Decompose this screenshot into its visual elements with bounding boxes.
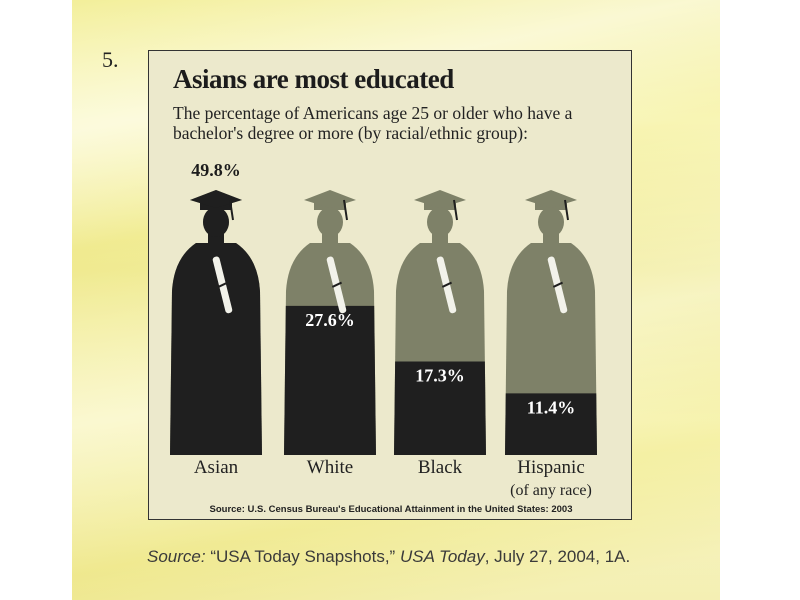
chart-title: Asians are most educated <box>173 64 454 94</box>
diploma-icon <box>326 256 347 314</box>
source-prefix: Source: <box>147 547 206 566</box>
page-source-citation: Source: “USA Today Snapshots,” USA Today… <box>147 547 630 567</box>
value-label-hispanic: 11.4% <box>527 397 576 417</box>
chart-panel: Asians are most educated The percentage … <box>148 50 632 520</box>
category-label-black: Black <box>417 457 463 478</box>
bar-fill-black <box>394 361 486 455</box>
item-number: 5. <box>102 47 119 72</box>
bar-figure-hispanic <box>505 190 597 455</box>
category-note-hispanic: (of any race) <box>510 482 592 499</box>
diploma-icon <box>547 256 568 314</box>
value-label-white: 27.6% <box>305 310 355 330</box>
bar-fill-hispanic <box>505 393 597 455</box>
bar-figure-asian <box>170 190 262 455</box>
bar-fill-white <box>284 305 376 455</box>
source-quote: “USA Today Snapshots,” <box>205 547 400 566</box>
category-label-hispanic: Hispanic <box>517 457 585 478</box>
value-label-asian: 49.8% <box>191 160 241 180</box>
value-label-black: 17.3% <box>415 366 465 386</box>
chart-plot-area: 49.8% 27.6% 17.3% 11.4% <box>170 160 597 455</box>
bar-figure-black <box>394 190 486 455</box>
diploma-icon <box>212 256 233 314</box>
source-details: , July 27, 2004, 1A. <box>484 547 631 566</box>
bar-figure-white <box>284 190 376 455</box>
category-label-white: White <box>306 457 354 478</box>
category-label-asian: Asian <box>193 457 239 478</box>
diploma-icon <box>436 256 457 314</box>
chart-subtitle: The percentage of Americans age 25 or ol… <box>173 103 573 143</box>
chart-source: Source: U.S. Census Bureau's Educational… <box>209 504 573 515</box>
source-publication: USA Today <box>399 547 485 566</box>
bar-fill-asian <box>170 190 262 455</box>
